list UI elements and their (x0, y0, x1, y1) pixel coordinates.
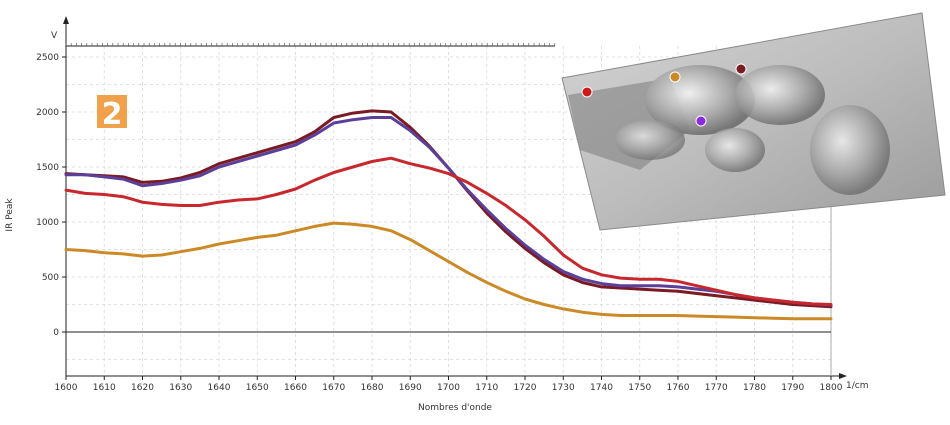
inset-markers (581, 63, 747, 127)
y-axis-unit: V (51, 31, 58, 41)
x-axis-label: Nombres d'onde (418, 403, 492, 413)
sample-topography-image (561, 12, 946, 231)
axes (63, 16, 847, 379)
inset-marker-4 (695, 115, 707, 127)
x-tick-label: 1740 (590, 383, 613, 393)
series-line-2 (64, 116, 833, 307)
x-tick-label: 1720 (514, 383, 537, 393)
x-axis-ticks: 1600 1610 1620 1630 1640 1650 1660 1670 1680 1690… (55, 376, 843, 393)
x-tick-label: 1700 (437, 383, 460, 393)
x-tick-label: 1610 (93, 383, 116, 393)
x-tick-label: 1780 (743, 383, 766, 393)
x-axis-unit: 1/cm (846, 381, 868, 391)
x-tick-label: 1690 (399, 383, 422, 393)
x-tick-label: 1680 (361, 383, 384, 393)
x-tick-label: 1750 (628, 383, 651, 393)
x-tick-label: 1760 (667, 383, 690, 393)
y-tick-label: 500 (42, 273, 59, 283)
y-axis-arrow (63, 16, 69, 24)
inset-marker-2 (669, 71, 681, 83)
y-axis-ticks: 0 500 1000 1500 2000 2500 (36, 53, 66, 338)
x-tick-label: 1670 (322, 383, 345, 393)
inset-marker-1 (581, 86, 593, 98)
x-tick-label: 1620 (131, 383, 154, 393)
x-axis-arrow (839, 373, 847, 379)
x-tick-label: 1730 (552, 383, 575, 393)
x-tick-label: 1600 (55, 383, 78, 393)
series-line-3 (64, 156, 833, 306)
x-tick-label: 1660 (284, 383, 307, 393)
x-tick-label: 1710 (475, 383, 498, 393)
series-lines (64, 109, 833, 321)
x-tick-label: 1630 (169, 383, 192, 393)
x-tick-label: 1790 (781, 383, 804, 393)
panel-label: 2 (102, 97, 123, 132)
x-tick-label: 1650 (246, 383, 269, 393)
y-tick-label: 1500 (36, 163, 59, 173)
y-tick-label: 0 (53, 328, 59, 338)
x-tick-label: 1770 (705, 383, 728, 393)
y-tick-label: 2500 (36, 53, 59, 63)
series-line-4 (64, 221, 833, 321)
y-tick-label: 2000 (36, 108, 59, 118)
y-axis-label: IR Peak (5, 198, 15, 232)
panel-badge: 2 (97, 95, 127, 132)
y-tick-label: 1000 (36, 218, 59, 228)
x-tick-label: 1640 (208, 383, 231, 393)
x-tick-label: 1800 (820, 383, 843, 393)
inset-marker-3 (735, 63, 747, 75)
